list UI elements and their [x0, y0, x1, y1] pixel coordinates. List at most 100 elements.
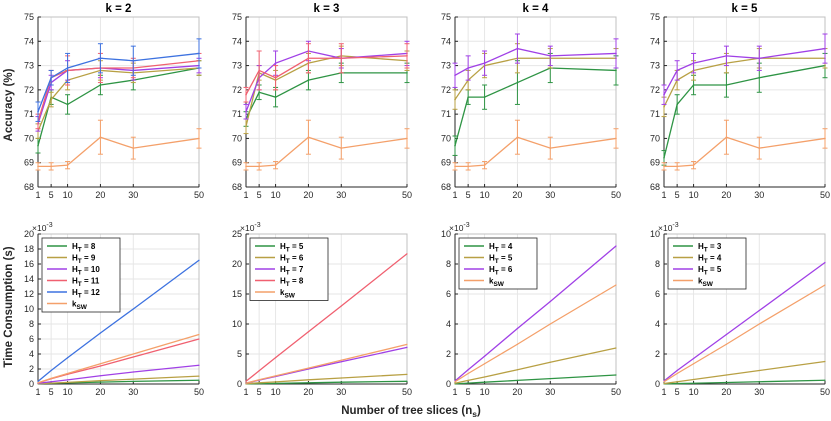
legend-entry: HT = 5: [280, 242, 304, 254]
data-point: [245, 380, 247, 382]
data-point: [406, 72, 408, 74]
data-point: [516, 379, 519, 381]
data-point: [340, 57, 343, 60]
data-point: [50, 98, 52, 101]
legend-label-tail: = 4: [499, 242, 513, 251]
legend-label: H: [72, 242, 78, 251]
data-point: [467, 67, 469, 69]
data-point: [615, 347, 617, 349]
data-point: [483, 96, 486, 98]
x-tick-label: 10: [689, 190, 699, 200]
data-point: [725, 55, 728, 57]
data-point: [406, 253, 408, 255]
data-point: [258, 382, 260, 384]
data-point: [758, 323, 760, 325]
data-point: [340, 305, 342, 307]
data-point: [676, 369, 678, 372]
x-tick-label: 30: [336, 387, 346, 397]
y-tick-label: 0: [237, 379, 242, 389]
legend-label-tail: = 6: [290, 254, 304, 263]
data-point: [406, 343, 408, 345]
data-point: [406, 55, 408, 57]
data-point: [454, 165, 456, 168]
x-tick-label: 30: [754, 190, 764, 200]
legend-label-tail: = 6: [499, 265, 513, 274]
data-point: [99, 365, 102, 367]
data-point: [692, 363, 695, 365]
data-point: [467, 96, 469, 98]
legend-entry: kSW: [698, 277, 714, 289]
data-point: [50, 377, 52, 379]
data-point: [258, 370, 260, 372]
data-point: [258, 165, 260, 168]
y-tick-label: 8: [446, 259, 451, 269]
data-point: [692, 62, 695, 64]
y-tick-label: 73: [650, 61, 660, 71]
y-tick-label: 69: [441, 158, 451, 168]
legend-label-sub: T: [286, 247, 290, 254]
legend-label: H: [72, 277, 78, 286]
data-point: [245, 93, 247, 96]
panel-4: 1 5 10 20 30 50 68 69 70 71 72 73 74 75 k = 5: [650, 3, 830, 200]
data-point: [676, 165, 678, 168]
series-line: [454, 347, 617, 384]
y-tick-label: 75: [441, 12, 451, 22]
series-ksw: [663, 284, 826, 383]
data-point: [37, 165, 39, 168]
data-point: [676, 69, 678, 72]
y-tick-label: 70: [232, 133, 242, 143]
data-point: [66, 164, 69, 166]
data-point: [50, 382, 52, 384]
legend-label-sub: T: [78, 270, 82, 277]
data-point: [725, 136, 728, 139]
data-point: [274, 62, 277, 64]
data-point: [245, 382, 247, 384]
scale-factor-exponent: -3: [254, 222, 260, 229]
data-point: [274, 96, 277, 98]
data-point: [663, 165, 665, 168]
data-point: [483, 164, 486, 166]
data-point: [132, 353, 134, 355]
legend-label-tail: = 5: [499, 254, 513, 263]
x-tick-label: 50: [402, 190, 412, 200]
panel-title: k = 5: [732, 3, 759, 15]
y-tick-label: 70: [24, 133, 34, 143]
x-tick-label: 5: [675, 190, 680, 200]
data-point: [824, 379, 826, 381]
data-point: [663, 93, 665, 96]
data-point: [615, 69, 617, 72]
y-tick-label: 0: [29, 379, 34, 389]
x-axis-label-main: Number of tree slices (n: [341, 405, 472, 417]
data-point: [307, 379, 310, 381]
series-line: [663, 360, 826, 385]
x-tick-label: 50: [611, 190, 621, 200]
data-point: [483, 62, 486, 64]
legend-label-tail: = 7: [290, 265, 304, 274]
legend-label: H: [280, 254, 286, 263]
data-point: [824, 137, 826, 140]
data-point: [340, 361, 342, 363]
legend-label-tail: = 5: [708, 265, 722, 274]
y-tick-label: 4: [29, 349, 34, 359]
data-point: [198, 379, 200, 381]
x-tick-label: 30: [545, 387, 555, 397]
data-point: [676, 382, 678, 385]
x-tick-label: 20: [95, 387, 105, 397]
legend-label-tail: = 4: [708, 254, 722, 263]
y-tick-label: 4: [446, 319, 451, 329]
data-point: [340, 377, 342, 379]
series-HT=8: [245, 253, 408, 382]
legend-label-sub: T: [78, 247, 82, 254]
data-point: [758, 381, 760, 383]
data-point: [274, 357, 277, 359]
data-point: [615, 374, 617, 376]
x-tick-label: 30: [545, 190, 555, 200]
y-tick-label: 2: [29, 364, 34, 374]
legend-label: H: [698, 254, 704, 263]
x-tick-label: 30: [336, 190, 346, 200]
series-HT=6: [245, 373, 408, 385]
x-tick-label: 10: [480, 387, 490, 397]
